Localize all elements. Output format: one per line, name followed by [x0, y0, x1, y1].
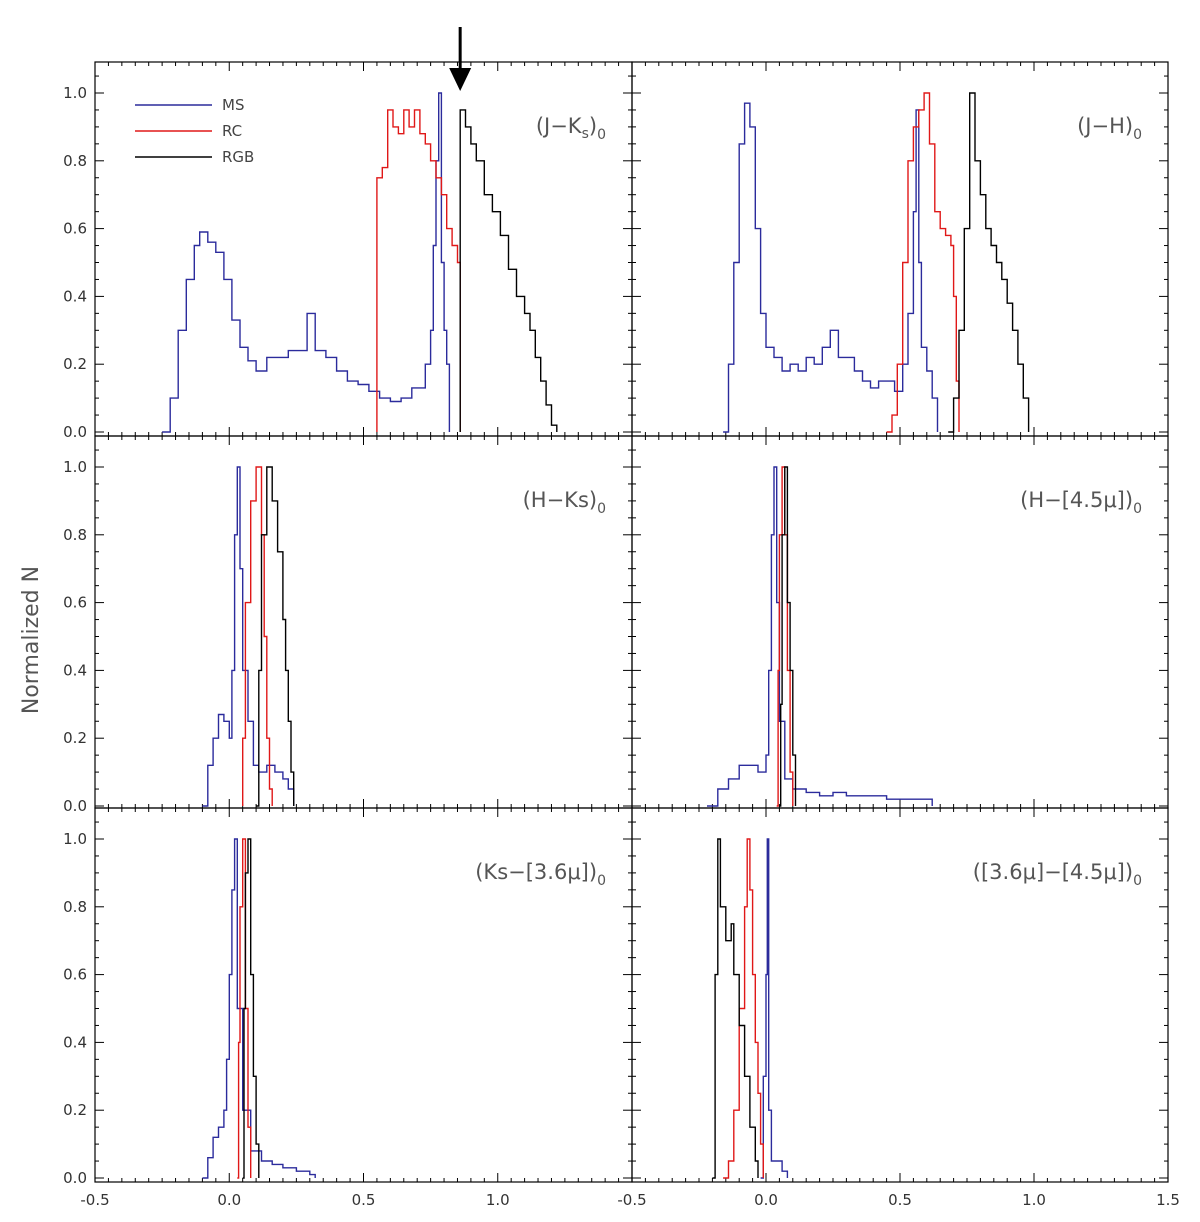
series-ms	[162, 92, 451, 433]
series-rc	[886, 92, 960, 433]
panel-1: (J−Ks)0	[94, 61, 633, 437]
y-tick-label: 0.8	[63, 526, 87, 544]
y-axis-label: Normalized N	[19, 566, 44, 714]
legend-label-rgb: RGB	[222, 148, 254, 166]
series-rgb	[712, 838, 759, 1179]
panel-5: (Ks−[3.6μ])0	[94, 807, 633, 1183]
panel-label: (H−Ks)0	[523, 488, 606, 517]
series-rc	[242, 466, 273, 806]
series-ms	[707, 466, 933, 807]
y-tick-label: 1.0	[63, 84, 87, 102]
panel-6: ([3.6μ]−[4.5μ])0	[631, 807, 1169, 1183]
legend-label-ms: MS	[222, 96, 244, 114]
panel-label: ([3.6μ]−[4.5μ])0	[973, 860, 1142, 889]
panel-4: (H−[4.5μ])0	[631, 435, 1169, 809]
series-rc	[237, 838, 252, 1179]
x-tick-label: 0.5	[352, 1191, 376, 1209]
panel-label: (Ks−[3.6μ])0	[475, 860, 606, 889]
panel-label: (H−[4.5μ])0	[1020, 488, 1142, 517]
arrow-head-icon	[449, 68, 472, 91]
series-rc	[376, 109, 461, 432]
legend-label-rc: RC	[222, 122, 242, 140]
y-tick-label: 1.0	[63, 458, 87, 476]
x-tick-label: 1.0	[1022, 1191, 1046, 1209]
y-tick-label: 0.6	[63, 966, 87, 984]
series-rc	[723, 838, 764, 1179]
x-tick-label: 0.0	[754, 1191, 778, 1209]
x-tick-label: 1.0	[486, 1191, 510, 1209]
x-tick-label: 0.0	[217, 1191, 241, 1209]
y-tick-label: 0.2	[63, 729, 87, 747]
series-rgb	[242, 838, 260, 1179]
legend: MS RC RGB	[135, 96, 254, 166]
y-tick-label: 0.4	[63, 1033, 87, 1051]
y-tick-label: 0.0	[63, 797, 87, 815]
x-tick-label: -0.5	[617, 1191, 646, 1209]
panel-label: (J−Ks)0	[536, 114, 606, 143]
series-ms	[723, 102, 939, 433]
x-tick-label: -0.5	[80, 1191, 109, 1209]
y-tick-label: 0.6	[63, 594, 87, 612]
y-tick-label: 0.0	[63, 1169, 87, 1187]
series-rgb	[459, 109, 558, 432]
series-rgb	[948, 92, 1030, 433]
y-tick-label: 0.8	[63, 898, 87, 916]
series-ms	[202, 466, 295, 807]
series-rgb	[779, 466, 797, 807]
y-tick-label: 0.6	[63, 220, 87, 238]
y-tick-label: 0.2	[63, 355, 87, 373]
series-ms	[202, 838, 316, 1179]
panel-label: (J−H)0	[1077, 114, 1142, 143]
y-tick-label: 0.0	[63, 423, 87, 441]
y-tick-label: 0.8	[63, 152, 87, 170]
y-tick-label: 0.4	[63, 661, 87, 679]
y-tick-label: 0.2	[63, 1101, 87, 1119]
y-tick-label: 1.0	[63, 830, 87, 848]
panel-2: (J−H)0	[631, 61, 1169, 437]
panel-3: (H−Ks)0	[94, 435, 633, 809]
x-tick-label: 0.5	[888, 1191, 912, 1209]
y-tick-label: 0.4	[63, 287, 87, 305]
series-ms	[760, 838, 789, 1179]
x-tick-label: 1.5	[1156, 1191, 1180, 1209]
series-rgb	[256, 466, 295, 807]
